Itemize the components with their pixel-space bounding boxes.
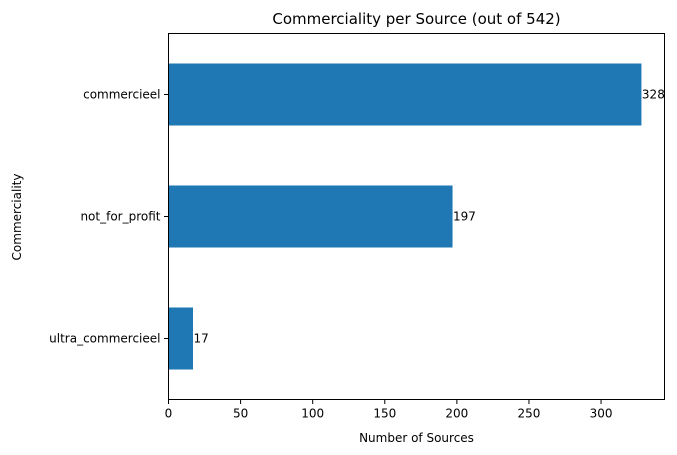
data-label-ultra-commercieel: 17 bbox=[194, 332, 209, 346]
x-tick-label-150: 150 bbox=[373, 407, 396, 421]
y-tick-label-commercieel: commercieel bbox=[83, 88, 160, 102]
x-tick-label-300: 300 bbox=[590, 407, 613, 421]
bar-group bbox=[168, 63, 642, 370]
y-axis-label: Commerciality bbox=[10, 174, 24, 261]
data-label-not-for-profit: 197 bbox=[453, 210, 476, 224]
x-tick-label-0: 0 bbox=[165, 407, 173, 421]
x-tick-label-50: 50 bbox=[233, 407, 248, 421]
x-tick-label-200: 200 bbox=[445, 407, 468, 421]
x-axis-ticks: 0 50 100 150 200 250 300 bbox=[165, 399, 613, 421]
bar-ultra-commercieel bbox=[168, 307, 194, 370]
x-tick-label-100: 100 bbox=[301, 407, 324, 421]
chart-title: Commerciality per Source (out of 542) bbox=[272, 10, 560, 28]
data-label-group: 328 197 17 bbox=[194, 88, 665, 346]
y-tick-label-not-for-profit: not_for_profit bbox=[80, 210, 160, 224]
y-axis-ticks: commercieel not_for_profit ultra_commercie… bbox=[49, 88, 169, 346]
bar-commercieel bbox=[168, 63, 642, 126]
x-tick-label-250: 250 bbox=[518, 407, 541, 421]
y-tick-label-ultra-commercieel: ultra_commercieel bbox=[49, 332, 160, 346]
bar-not-for-profit bbox=[168, 185, 453, 248]
data-label-commercieel: 328 bbox=[642, 88, 665, 102]
plot-frame bbox=[168, 33, 665, 400]
x-axis-label: Number of Sources bbox=[359, 431, 474, 445]
